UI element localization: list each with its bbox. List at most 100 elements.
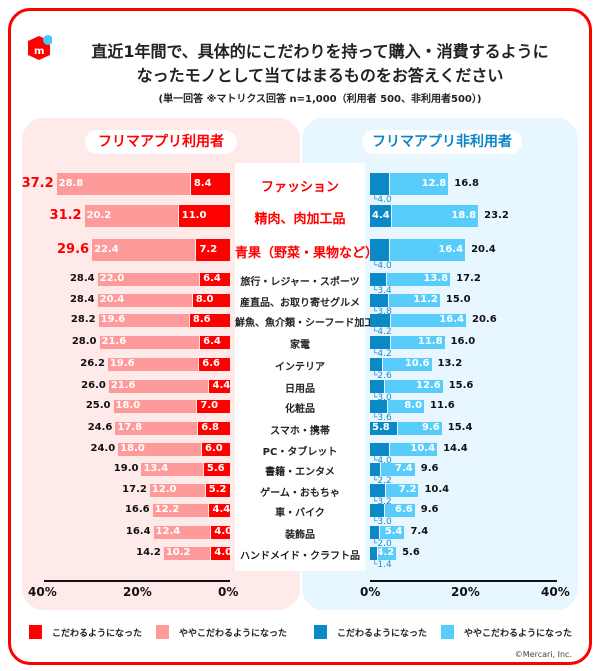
nonuser-total-value: 10.4 [424, 484, 450, 495]
category-label: スマホ・携帯 [270, 426, 330, 437]
user-strong-bar [189, 313, 230, 327]
nonuser-total-value: 16.0 [450, 336, 476, 347]
category-label: 車・バイク [275, 508, 325, 519]
user-strong-bar [197, 399, 230, 413]
user-slight-value: 18.0 [115, 400, 141, 411]
user-total-value: 28.4 [69, 273, 95, 284]
user-total-value: 28.2 [70, 314, 96, 325]
category-label: 書籍・エンタメ [265, 467, 335, 478]
user-strong-bar [199, 357, 230, 371]
user-strong-value: 4.4 [212, 380, 231, 391]
nonuser-slight-value: 16.4 [438, 244, 464, 255]
title-line-1: 直近1年間で、具体的にこだわりを持って購入・消費するように [91, 42, 549, 61]
category-label: ゲーム・おもちゃ [260, 488, 340, 499]
nonuser-slight-value: 4.2 [376, 547, 395, 558]
user-strong-value: 4.4 [212, 504, 231, 515]
nonuser-slight-value: 12.8 [421, 178, 447, 189]
user-strong-value: 7.2 [199, 244, 218, 255]
nonuser-total-value: 9.6 [420, 463, 439, 474]
nonuser-slight-bar [390, 313, 466, 327]
nonuser-slight-bar [384, 503, 415, 517]
nonuser-slight-bar [387, 399, 425, 413]
nonuser-slight-bar [388, 293, 440, 307]
user-strong-value: 4.0 [214, 526, 233, 537]
user-strong-bar [200, 335, 230, 349]
user-slight-value: 12.2 [154, 504, 180, 515]
nonuser-total-value: 23.2 [484, 210, 509, 221]
category-label: ファッション [260, 180, 339, 195]
user-total-value: 31.2 [49, 208, 82, 223]
legend-label: こだわるようになった [337, 628, 428, 639]
user-slight-bar [107, 357, 199, 371]
user-total-value: 19.0 [113, 463, 139, 474]
category-label: インテリア [275, 362, 325, 373]
nonuser-strong-bar [370, 421, 398, 435]
nonuser-strong-bar [370, 313, 390, 327]
user-strong-bar [203, 462, 230, 476]
category-label: PC・タブレット [262, 447, 338, 458]
user-slight-bar [115, 421, 198, 435]
legend-swatch [156, 625, 169, 639]
legend-nonuser-slight: ややこだわるようになった [441, 625, 572, 639]
user-strong-value: 5.2 [208, 484, 227, 495]
user-total-value: 14.2 [136, 547, 161, 558]
nonuser-strong-value: └3.4 [372, 285, 392, 296]
user-strong-value: 8.6 [192, 314, 211, 325]
user-strong-value: 7.0 [200, 400, 219, 411]
nonuser-strong-bar [370, 357, 383, 371]
right-tick-40: 40% [541, 585, 570, 599]
user-slight-value: 21.6 [101, 336, 127, 347]
category-label: 鮮魚、魚介類・シーフード加工品 [235, 318, 385, 329]
nonuser-slight-value: 11.2 [413, 294, 438, 305]
nonuser-strong-bar [370, 546, 377, 560]
nonuser-total-value: 15.6 [448, 380, 474, 391]
user-total-value: 37.2 [21, 176, 54, 191]
user-slight-bar [97, 272, 200, 286]
nonuser-slight-value: 8.0 [404, 400, 423, 411]
nonuser-slight-value: 12.6 [415, 380, 441, 391]
nonuser-total-value: 11.6 [430, 400, 455, 411]
nonuser-strong-bar [370, 239, 389, 261]
nonuser-total-value: 20.6 [471, 314, 497, 325]
nonuser-strong-bar [370, 335, 390, 349]
nonuser-strong-value: └4.0 [372, 455, 392, 466]
nonuser-strong-bar [370, 503, 384, 517]
legend-swatch [441, 625, 454, 639]
nonuser-total-value: 14.4 [443, 443, 468, 454]
right-tick-0: 0% [360, 585, 381, 599]
category-label: ハンドメイド・クラフト品 [240, 551, 360, 562]
nonuser-slight-value: 11.8 [417, 336, 443, 347]
nonuser-total-value: 20.4 [471, 244, 496, 255]
category-label: 産直品、お取り寄せグルメ [240, 298, 360, 309]
nonuser-slight-bar [381, 462, 415, 476]
legend-swatch [314, 625, 327, 639]
nonuser-slight-value: 7.2 [398, 484, 417, 495]
user-total-value: 25.0 [85, 400, 111, 411]
nonusers-panel-title: フリマアプリ非利用者 [362, 130, 522, 154]
user-slight-bar [163, 546, 211, 560]
user-slight-value: 20.2 [86, 210, 112, 221]
user-strong-value: 4.0 [214, 547, 233, 558]
user-strong-value: 8.0 [195, 294, 214, 305]
nonuser-strong-bar [370, 293, 388, 307]
category-label: 化粧品 [285, 404, 315, 415]
category-label: 日用品 [285, 384, 315, 395]
category-label: 家電 [290, 340, 310, 351]
nonuser-strong-bar [370, 525, 380, 539]
nonuser-slight-bar [391, 205, 479, 227]
nonuser-total-value: 16.8 [454, 178, 479, 189]
category-label: 装飾品 [285, 530, 315, 541]
left-tick-0: 0% [218, 585, 239, 599]
user-total-value: 24.6 [87, 422, 113, 433]
nonuser-slight-bar [389, 442, 438, 456]
user-slight-value: 18.0 [120, 443, 145, 454]
copyright: ©Mercari, Inc. [514, 650, 572, 659]
nonuser-slight-bar [389, 173, 449, 195]
user-slight-bar [141, 462, 203, 476]
user-slight-bar [118, 442, 202, 456]
nonuser-strong-bar [370, 272, 386, 286]
title-line-2: なったモノとして当てはまるものをお答えください [136, 66, 504, 85]
user-total-value: 24.0 [90, 443, 116, 454]
left-tick-20: 20% [123, 585, 152, 599]
nonuser-strong-value: └3.0 [372, 392, 392, 403]
